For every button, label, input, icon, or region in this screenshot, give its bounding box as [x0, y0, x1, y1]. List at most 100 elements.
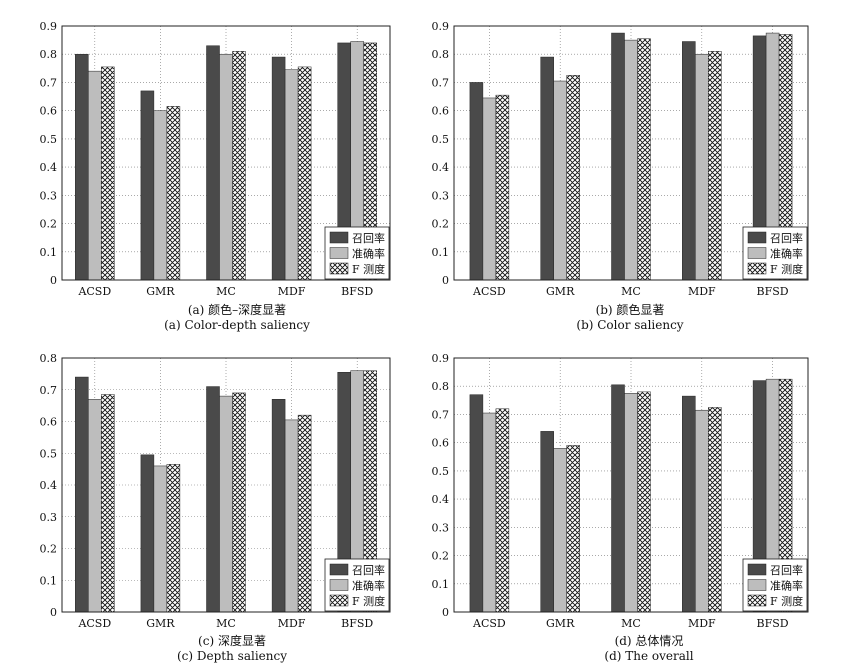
- bar-precision-mc: [624, 39, 638, 281]
- y-tick-label: 0.1: [40, 246, 58, 259]
- y-tick-label: 0.6: [432, 105, 450, 118]
- legend-label-precision: 准确率: [770, 579, 803, 593]
- y-tick-label: 0.6: [432, 437, 450, 450]
- bar-recall-gmr: [540, 431, 554, 613]
- legend-label-recall: 召回率: [352, 563, 385, 577]
- bar-fmeasure-acsd: [101, 394, 115, 613]
- y-tick-label: 0.9: [40, 20, 58, 33]
- bar-precision-acsd: [482, 412, 497, 613]
- bar-precision-mdf: [284, 69, 299, 281]
- bar-fmeasure-mdf: [708, 407, 722, 613]
- y-tick-label: 0.1: [432, 246, 450, 259]
- bar-precision-mdf: [695, 53, 709, 281]
- y-tick-label: 0: [50, 274, 57, 287]
- bar-recall-mdf: [682, 395, 696, 613]
- y-tick-label: 0.6: [40, 105, 58, 118]
- caption-d-en: (d) The overall: [604, 649, 694, 663]
- legend-swatch-precision: [747, 247, 767, 259]
- x-tick-label-mc: MC: [216, 285, 236, 298]
- y-tick-label: 0: [50, 606, 57, 619]
- y-tick-label: 0.4: [40, 161, 58, 174]
- bar-precision-acsd: [88, 399, 102, 613]
- legend-label-fmeasure: F 测度: [770, 594, 803, 608]
- bar-fmeasure-mc: [232, 392, 246, 613]
- y-tick-label: 0.7: [40, 76, 58, 89]
- bar-recall-mdf: [271, 56, 286, 281]
- caption-c-en: (c) Depth saliency: [177, 649, 287, 663]
- bar-recall-gmr: [140, 454, 155, 613]
- legend-label-recall: 召回率: [352, 231, 385, 245]
- x-tick-label-mc: MC: [216, 617, 236, 630]
- bar-precision-gmr: [553, 80, 567, 281]
- y-tick-label: 0: [442, 606, 449, 619]
- bar-precision-mdf: [284, 419, 299, 613]
- bar-recall-acsd: [75, 376, 89, 613]
- bar-fmeasure-gmr: [166, 464, 181, 613]
- x-tick-label-mc: MC: [621, 617, 641, 630]
- legend-swatch-fmeasure: [747, 594, 767, 607]
- caption-b-zh: (b) 颜色显著: [595, 303, 665, 317]
- bar-recall-mc: [611, 384, 625, 613]
- legend-swatch-precision: [747, 579, 767, 591]
- legend-label-fmeasure: F 测度: [352, 594, 385, 608]
- legend-label-precision: 准确率: [352, 579, 385, 593]
- y-tick-label: 0.4: [432, 493, 450, 506]
- y-tick-label: 0.2: [432, 218, 450, 231]
- y-tick-label: 0.9: [432, 352, 450, 365]
- x-tick-label-gmr: GMR: [546, 285, 575, 298]
- bar-fmeasure-gmr: [566, 75, 580, 281]
- bar-fmeasure-mc: [637, 391, 651, 613]
- bar-recall-mc: [611, 32, 625, 281]
- bar-precision-mdf: [695, 409, 709, 613]
- bar-precision-acsd: [482, 97, 497, 281]
- bar-recall-mdf: [682, 41, 696, 281]
- legend-label-fmeasure: F 测度: [770, 262, 803, 276]
- bar-fmeasure-acsd: [495, 94, 510, 281]
- bar-fmeasure-mdf: [708, 51, 722, 281]
- y-tick-label: 0.4: [40, 479, 58, 492]
- legend-swatch-fmeasure: [329, 262, 349, 275]
- x-tick-label-bfsd: BFSD: [341, 617, 373, 630]
- caption-a-en: (a) Color-depth saliency: [164, 318, 310, 332]
- chart-c: 0 0.1 0.2 0.3 0.4 0.5 0.6 0.7 0.8 ACSD GMR MC MDF BFS…: [40, 352, 391, 630]
- y-tick-label: 0.8: [40, 352, 58, 365]
- plot-frame: [61, 25, 391, 281]
- y-tick-label: 0.2: [40, 218, 58, 231]
- bar-recall-mdf: [271, 399, 286, 613]
- x-tick-label-gmr: GMR: [546, 617, 575, 630]
- y-tick-label: 0.5: [40, 447, 58, 460]
- y-tick-label: 0.2: [40, 543, 58, 556]
- legend-label-fmeasure: F 测度: [352, 262, 385, 276]
- y-tick-label: 0.1: [432, 578, 450, 591]
- bar-fmeasure-acsd: [101, 66, 115, 281]
- x-tick-label-mdf: MDF: [278, 285, 306, 298]
- y-tick-label: 0: [442, 274, 449, 287]
- x-tick-label-acsd: ACSD: [77, 285, 111, 298]
- bar-fmeasure-mc: [232, 51, 246, 281]
- bar-precision-mc: [219, 395, 233, 613]
- bar-recall-acsd: [469, 82, 484, 281]
- x-tick-label-bfsd: BFSD: [757, 285, 789, 298]
- y-tick-label: 0.3: [40, 189, 58, 202]
- y-tick-label: 0.5: [40, 133, 58, 146]
- bar-recall-gmr: [540, 56, 554, 281]
- x-tick-label-mdf: MDF: [688, 617, 716, 630]
- legend-label-precision: 准确率: [770, 247, 803, 261]
- chart-d: 0 0.1 0.2 0.3 0.4 0.5 0.6 0.7 0.8 0.9 ACSD GMR MC MDF…: [432, 352, 809, 630]
- bar-precision-mc: [624, 393, 638, 613]
- bar-fmeasure-gmr: [166, 106, 181, 281]
- bar-recall-mc: [206, 45, 220, 281]
- legend-swatch-fmeasure: [329, 594, 349, 607]
- legend-swatch-precision: [329, 247, 349, 259]
- bar-fmeasure-mdf: [297, 66, 312, 281]
- bar-recall-mc: [206, 386, 220, 613]
- y-tick-label: 0.1: [40, 574, 58, 587]
- x-tick-label-mdf: MDF: [278, 617, 306, 630]
- y-tick-label: 0.6: [40, 416, 58, 429]
- caption-b-en: (b) Color saliency: [576, 318, 684, 332]
- chart-b: 0 0.1 0.2 0.3 0.4 0.5 0.6 0.7 0.8 0.9 ACSD GMR MC MDF…: [432, 20, 809, 298]
